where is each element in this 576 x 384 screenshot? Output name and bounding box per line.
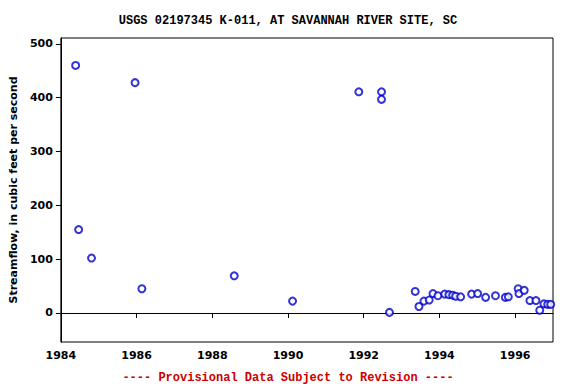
svg-text:200: 200 <box>30 199 53 212</box>
svg-text:1984: 1984 <box>46 349 77 362</box>
svg-text:1996: 1996 <box>500 349 531 362</box>
svg-text:0: 0 <box>45 306 53 319</box>
svg-text:USGS 02197345 K-011, AT SAVANN: USGS 02197345 K-011, AT SAVANNAH RIVER S… <box>119 14 457 28</box>
svg-text:1990: 1990 <box>273 349 304 362</box>
svg-text:Streamflow, in cubic feet per: Streamflow, in cubic feet per second <box>7 76 20 303</box>
svg-text:1986: 1986 <box>121 349 152 362</box>
svg-text:1992: 1992 <box>348 349 379 362</box>
svg-text:500: 500 <box>30 37 53 50</box>
svg-text:1988: 1988 <box>197 349 228 362</box>
svg-text:1994: 1994 <box>424 349 455 362</box>
svg-text:400: 400 <box>30 91 53 104</box>
svg-text:100: 100 <box>30 253 53 266</box>
svg-text:300: 300 <box>30 145 53 158</box>
svg-text:---- Provisional Data Subject: ---- Provisional Data Subject to Revisio… <box>122 371 453 384</box>
